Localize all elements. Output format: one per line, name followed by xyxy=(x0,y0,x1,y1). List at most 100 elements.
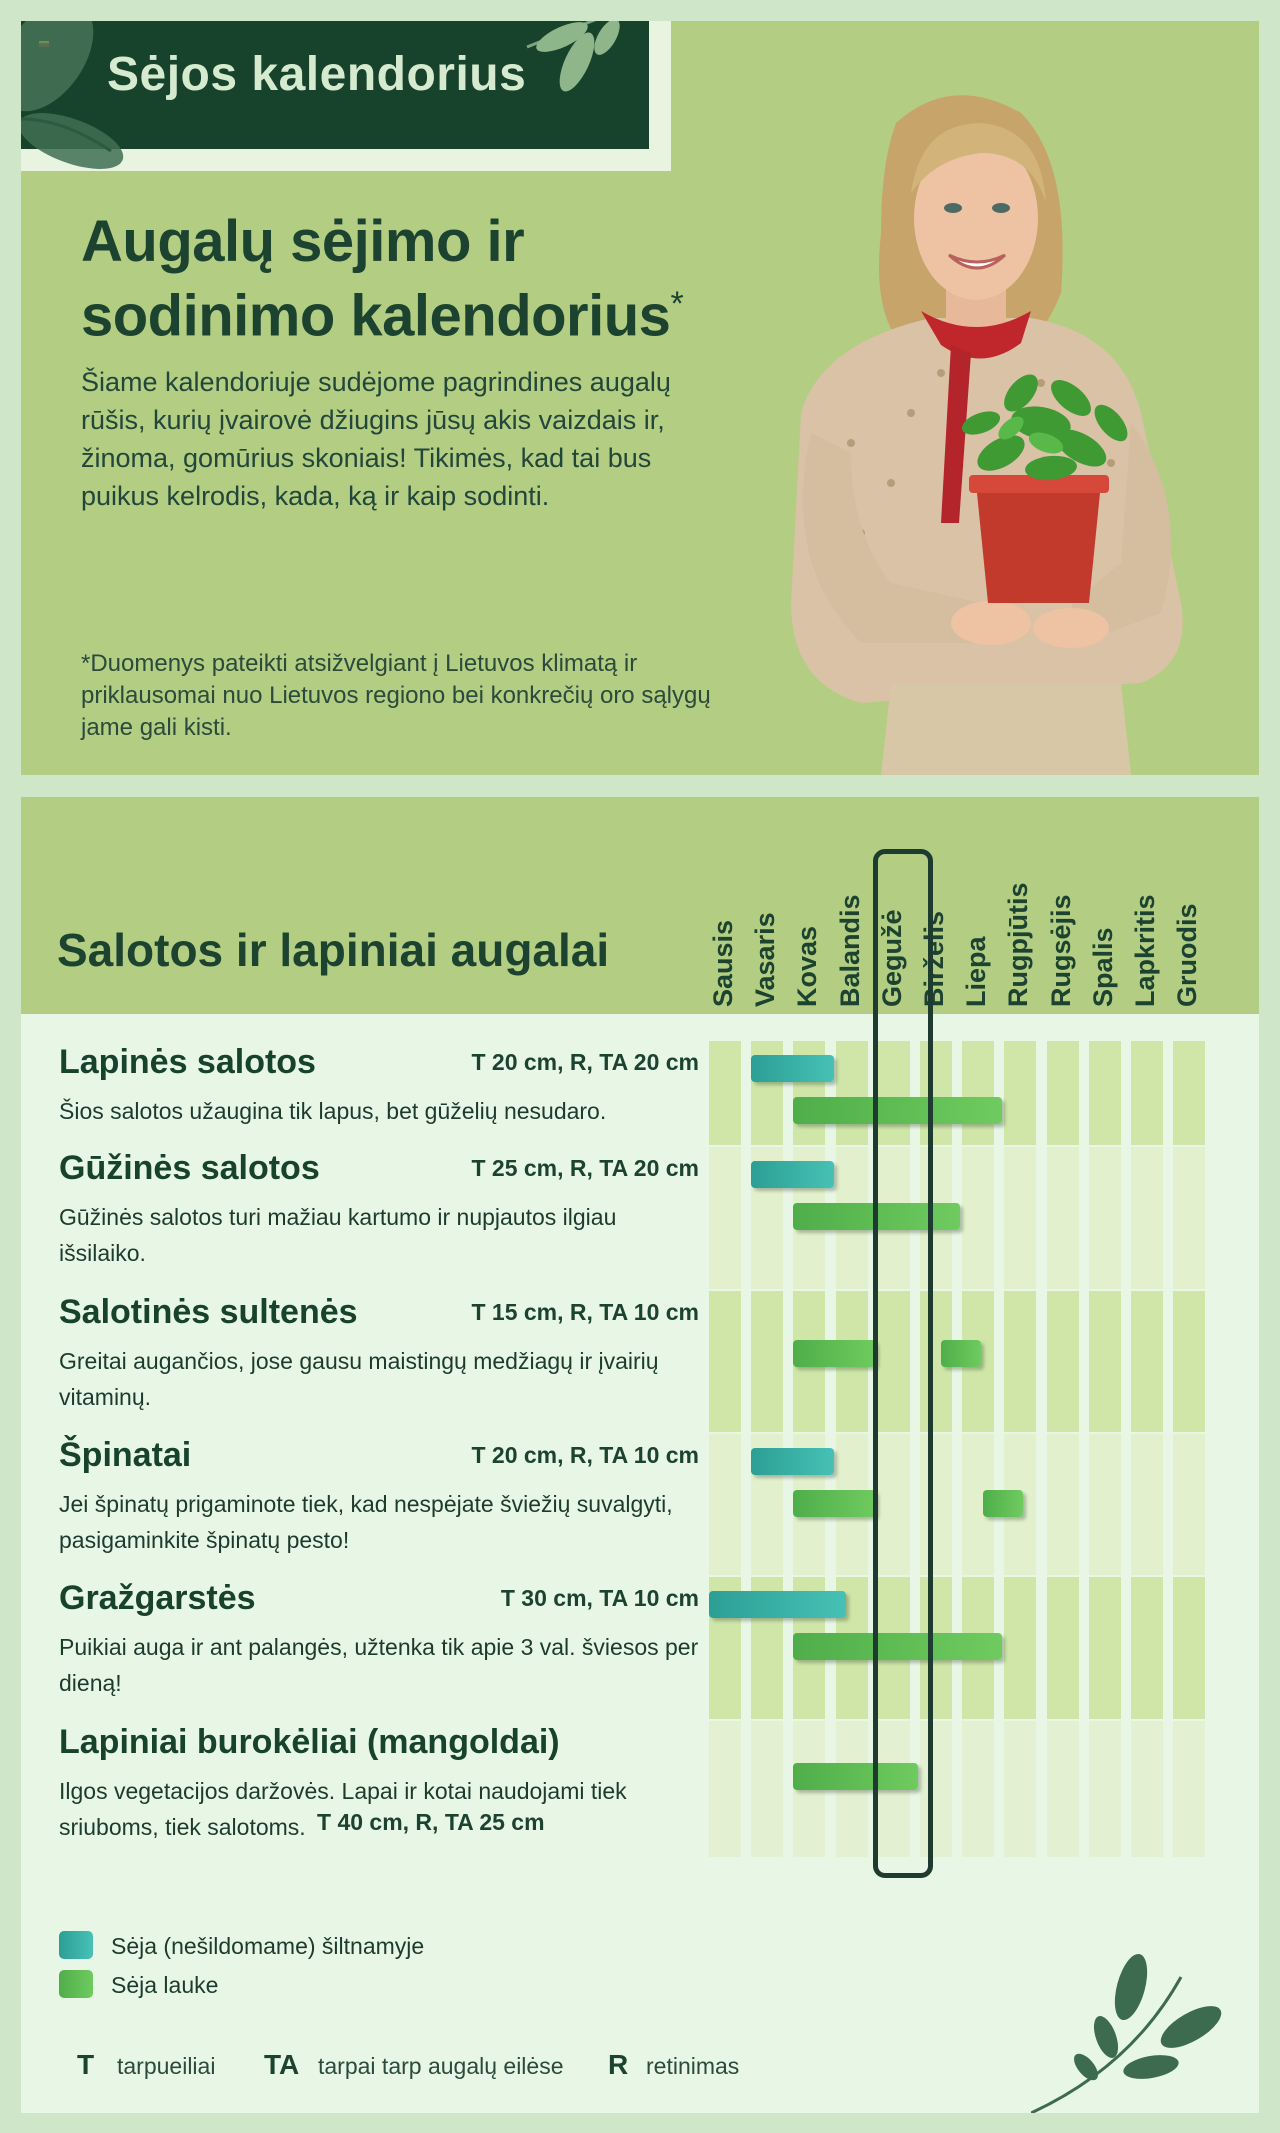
grid-cell xyxy=(1088,1434,1121,1575)
outdoor-sowing-bar xyxy=(793,1633,1003,1660)
greenhouse-swatch xyxy=(59,1931,93,1959)
section-title: Salotos ir lapiniai augalai xyxy=(57,924,610,976)
grid-cell xyxy=(709,1147,741,1289)
plant-name: Gražgarstės xyxy=(59,1579,256,1617)
grid-cell xyxy=(1173,1291,1206,1432)
intro-heading-line2: sodinimo kalendorius xyxy=(81,283,671,349)
greenhouse-sowing-bar xyxy=(751,1448,834,1475)
grid-cell xyxy=(709,1434,741,1575)
grid-cell xyxy=(920,1721,952,1857)
grid-cell xyxy=(962,1041,995,1145)
grid-cell xyxy=(1004,1577,1037,1719)
month-label: Balandis xyxy=(831,857,873,1007)
plant-name: Lapinės salotos xyxy=(59,1043,316,1081)
greenhouse-sowing-bar xyxy=(751,1055,834,1082)
month-label-text: Balandis xyxy=(834,894,865,1007)
disclaimer-text: *Duomenys pateikti atsižvelgiant į Lietu… xyxy=(81,650,711,741)
grid-cell xyxy=(1173,1041,1206,1145)
month-label: Spalis xyxy=(1084,857,1126,1007)
outdoor-swatch xyxy=(59,1970,93,1998)
grid-cell xyxy=(709,1721,741,1857)
sprig-decoration-icon xyxy=(1031,1953,1222,2113)
intro-heading: Augalų sėjimo ir sodinimo kalendorius* xyxy=(81,211,721,347)
grid-cell xyxy=(1046,1721,1079,1857)
plant-spacing-spec: T 30 cm, TA 10 cm xyxy=(500,1585,699,1611)
month-column xyxy=(709,1041,741,1857)
month-label: Gruodis xyxy=(1168,857,1210,1007)
month-label: Kovas xyxy=(788,857,830,1007)
intro-text: Šiame kalendoriuje sudėjome pagrindines … xyxy=(81,367,671,511)
calendar-card: Salotos ir lapiniai augalai Sausis Vasari… xyxy=(21,797,1259,2113)
section-header-band xyxy=(21,797,1259,1014)
grid-cell xyxy=(709,1291,741,1432)
abbr-key-t: T xyxy=(77,2049,95,2080)
grid-cell xyxy=(1046,1291,1079,1432)
month-label: Vasaris xyxy=(746,857,788,1007)
plant-name: Gūžinės salotos xyxy=(59,1149,320,1187)
month-label-text: Gruodis xyxy=(1172,903,1203,1007)
abbr-label-r: retinimas xyxy=(646,2053,740,2079)
page-title: Sėjos kalendorius xyxy=(107,48,527,101)
month-label-text: Vasaris xyxy=(750,912,781,1007)
intro-heading-asterisk: * xyxy=(670,285,684,323)
grid-cell xyxy=(1131,1041,1163,1145)
plant-description: Šios salotos užaugina tik lapus, bet gūž… xyxy=(59,1098,607,1124)
grid-cell xyxy=(751,1721,784,1857)
month-label: Rugpjūtis xyxy=(999,857,1041,1007)
month-column xyxy=(920,1041,952,1857)
month-label: Lapkritis xyxy=(1126,857,1168,1007)
grid-cell xyxy=(1173,1434,1206,1575)
grid-cell xyxy=(1173,1577,1206,1719)
grid-cell xyxy=(1131,1434,1163,1575)
month-label-text: Liepa xyxy=(961,936,992,1007)
month-label-text: Rugpjūtis xyxy=(1003,882,1034,1007)
grid-cell xyxy=(835,1041,868,1145)
leaf-decoration-icon xyxy=(21,21,124,169)
outdoor-sowing-bar xyxy=(793,1203,961,1230)
greenhouse-sowing-bar xyxy=(751,1161,834,1188)
outdoor-sowing-bar xyxy=(793,1763,918,1790)
month-column xyxy=(1173,1041,1206,1857)
legend-greenhouse-label: Sėja (nešildomame) šiltnamyje xyxy=(111,1933,425,1959)
grid-cell xyxy=(1004,1291,1037,1432)
intro-heading-line1: Augalų sėjimo ir xyxy=(81,209,525,274)
grid-cell xyxy=(877,1434,910,1575)
month-column xyxy=(835,1041,868,1857)
outdoor-sowing-bar xyxy=(793,1340,876,1367)
outdoor-sowing-bar xyxy=(793,1490,876,1517)
grid-cell xyxy=(751,1291,784,1432)
outdoor-sowing-bar xyxy=(793,1097,1003,1124)
grid-cell xyxy=(1131,1577,1163,1719)
plant-spacing-spec: T 25 cm, R, TA 20 cm xyxy=(471,1155,699,1181)
grid-cell xyxy=(1088,1147,1121,1289)
month-label-text: Rugsėjis xyxy=(1045,894,1076,1007)
plant-description: Gūžinės salotos turi mažiau kartumo ir n… xyxy=(59,1204,617,1266)
outdoor-sowing-bar xyxy=(983,1490,1024,1517)
month-column xyxy=(1004,1041,1037,1857)
grid-cell xyxy=(1173,1147,1206,1289)
grid-cell xyxy=(1046,1041,1079,1145)
grid-cell xyxy=(920,1434,952,1575)
month-column xyxy=(1046,1041,1079,1857)
plant-spacing-spec: T 20 cm, R, TA 10 cm xyxy=(471,1442,699,1468)
grid-cell xyxy=(1004,1147,1037,1289)
month-label-text: Kovas xyxy=(792,925,823,1007)
legend-outdoor-label: Sėja lauke xyxy=(111,1972,219,1998)
grid-cell xyxy=(1131,1147,1163,1289)
abbreviation-key: T tarpueiliai TA tarpai tarp augalų eilė… xyxy=(57,2049,957,2083)
month-label: Sausis xyxy=(704,857,746,1007)
abbr-key-ta: TA xyxy=(264,2049,300,2080)
grid-cell xyxy=(1088,1041,1121,1145)
plant-name: Salotinės sultenės xyxy=(59,1293,358,1331)
month-label: Gegužė xyxy=(873,857,915,1007)
grid-cell xyxy=(877,1041,910,1145)
grid-cell xyxy=(1004,1721,1037,1857)
grid-cell xyxy=(1046,1577,1079,1719)
abbr-label-t: tarpueiliai xyxy=(117,2053,216,2079)
month-label-text: Spalis xyxy=(1087,927,1118,1007)
grid-cell xyxy=(1046,1147,1079,1289)
month-label-text: Birželis xyxy=(919,910,949,1007)
grid-cell xyxy=(1173,1721,1206,1857)
grid-cell xyxy=(1046,1434,1079,1575)
month-label: Rugsėjis xyxy=(1042,857,1084,1007)
